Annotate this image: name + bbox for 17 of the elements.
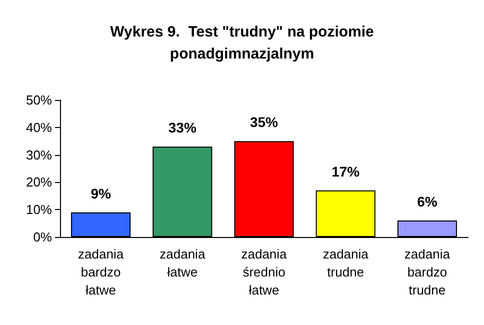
y-tick-label: 50% bbox=[26, 92, 52, 108]
y-tick-label: 10% bbox=[26, 202, 52, 218]
data-label: 35% bbox=[250, 114, 279, 130]
y-tick-label: 20% bbox=[26, 174, 52, 190]
chart-title: Wykres 9. Test "trudny" na poziomie ponadgimnazjalnym bbox=[110, 24, 374, 62]
x-tick-label: zadania bardzo trudne bbox=[404, 246, 451, 298]
data-label: 33% bbox=[168, 120, 197, 136]
data-label: 6% bbox=[417, 194, 438, 210]
y-tick-label: 0% bbox=[33, 230, 52, 244]
data-label: 17% bbox=[332, 163, 360, 180]
data-label: 9% bbox=[90, 185, 112, 202]
y-tick-label: 30% bbox=[26, 147, 52, 162]
y-tick-label: 40% bbox=[26, 120, 52, 135]
x-tick-label: zadania trudne bbox=[322, 246, 370, 280]
x-tick-label: zadania bardzo łatwe bbox=[78, 246, 124, 298]
x-tick-label: zadania łatwe bbox=[160, 246, 206, 280]
x-tick-label: zadania średnio łatwe bbox=[241, 246, 288, 298]
